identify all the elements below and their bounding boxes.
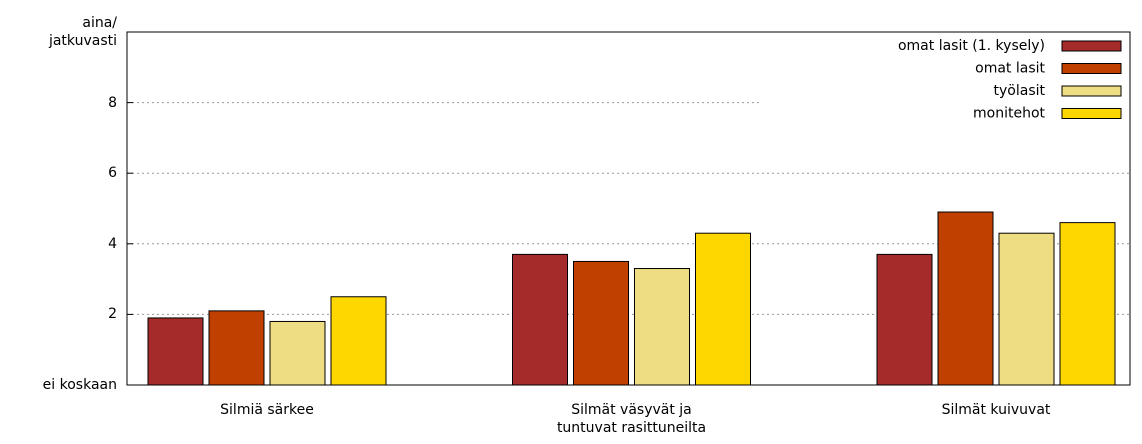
bar xyxy=(147,317,204,386)
x-tick-label: Silmät väsyvät ja tuntuvat rasittuneilta xyxy=(556,402,707,436)
y-tick-label: 4 xyxy=(108,235,117,252)
legend-swatch xyxy=(1061,40,1122,52)
bar xyxy=(876,253,933,386)
bar xyxy=(937,211,994,386)
y-tick-label: 8 xyxy=(108,94,117,111)
legend-swatch xyxy=(1061,85,1122,97)
bar xyxy=(634,268,690,386)
y-tick-label: aina/ jatkuvasti xyxy=(48,15,117,49)
legend-label: omat lasit (1. kysely) xyxy=(898,38,1045,54)
legend-label: omat lasit xyxy=(975,61,1045,77)
bar xyxy=(208,310,265,386)
bar xyxy=(330,296,387,386)
legend-label: työlasit xyxy=(994,83,1046,99)
y-tick-label: 2 xyxy=(108,306,117,323)
bar xyxy=(695,232,751,386)
bar xyxy=(512,253,568,386)
legend-swatch xyxy=(1061,108,1122,119)
x-tick-label: Silmät kuivuvat xyxy=(941,402,1051,418)
legend-swatch xyxy=(1061,63,1122,74)
bar xyxy=(1059,222,1116,386)
bar xyxy=(573,260,629,386)
x-tick-label: Silmiä särkee xyxy=(220,402,314,418)
bar xyxy=(998,232,1055,386)
legend-label: monitehot xyxy=(973,106,1046,122)
y-tick-label: ei koskaan xyxy=(42,377,117,393)
y-tick-label: 6 xyxy=(108,165,117,182)
bar xyxy=(269,320,326,386)
